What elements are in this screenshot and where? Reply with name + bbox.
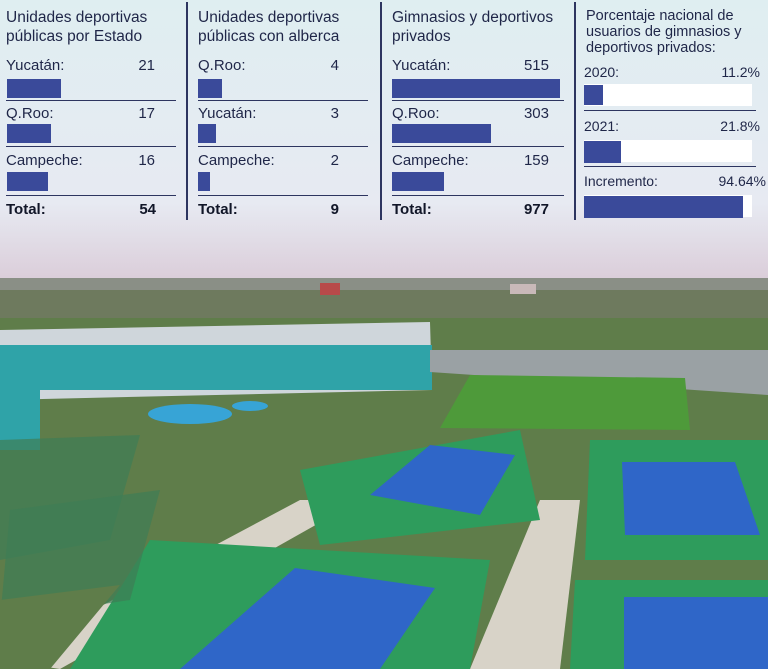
bar [198,172,210,191]
data-label: 3 [330,105,339,122]
total-label: Total: [198,201,238,218]
panel-title: Porcentaje nacional de usuarios de gimna… [586,8,742,56]
data-label: 11.2% [721,64,760,80]
panel-separator [574,2,576,220]
tick-label: Yucatán: [392,57,451,74]
panel-separator [380,2,382,220]
divider [584,166,756,167]
tick-label: Yucatán: [198,105,257,122]
panel-units-with-pool: Unidades deportivas públicas con alberca… [192,0,374,222]
panel-title: Unidades deportivas públicas con alberca [198,9,340,45]
divider [198,195,368,196]
divider [198,100,368,101]
divider [392,146,564,147]
divider [6,195,176,196]
bar [198,79,222,98]
bar [392,79,560,98]
total-label: Total: [6,201,46,218]
bar [7,79,61,98]
tick-label: 2021: [584,118,620,134]
data-label: 159 [523,152,549,169]
panel-title: Unidades deportivas públicas por Estado [6,9,148,45]
divider [198,146,368,147]
data-label: 2 [330,152,339,169]
data-label: 94.64% [718,173,766,189]
bar-track [584,140,752,162]
bar [7,172,48,191]
tick-label: Campeche: [392,152,469,169]
bar [392,172,444,191]
total-value: 977 [523,201,549,218]
bar [584,141,621,163]
bar-track [584,84,752,106]
tick-label: Campeche: [6,152,83,169]
data-label: 17 [138,105,155,122]
tick-label: Q.Roo: [6,105,54,122]
tick-label: Yucatán: [6,57,65,74]
total-label: Total: [392,201,432,218]
tick-label: Q.Roo: [392,105,440,122]
panel-private-gyms: Gimnasios y deportivos privados Yucatán:… [386,0,570,222]
divider [392,195,564,196]
divider [392,100,564,101]
divider [584,110,756,111]
total-value: 54 [139,201,156,218]
bar [198,124,216,143]
data-label: 16 [138,152,155,169]
panel-separator [186,2,188,220]
data-label: 515 [523,57,549,74]
total-value: 9 [330,201,339,218]
data-label: 303 [523,105,549,122]
data-label: 4 [330,57,339,74]
tick-label: Q.Roo: [198,57,246,74]
panel-national-percentage: Porcentaje nacional de usuarios de gimna… [578,0,768,222]
bar [392,124,491,143]
tick-label: Incremento: [584,173,658,189]
bar [584,85,603,105]
panel-title: Gimnasios y deportivos privados [392,9,554,45]
data-label: 21 [138,57,155,74]
divider [6,100,176,101]
panel-public-units: Unidades deportivas públicas por Estado … [0,0,186,222]
bar [584,196,743,218]
bar [7,124,51,143]
tick-label: Campeche: [198,152,275,169]
divider [6,146,176,147]
tick-label: 2020: [584,64,620,80]
data-label: 21.8% [720,118,760,134]
